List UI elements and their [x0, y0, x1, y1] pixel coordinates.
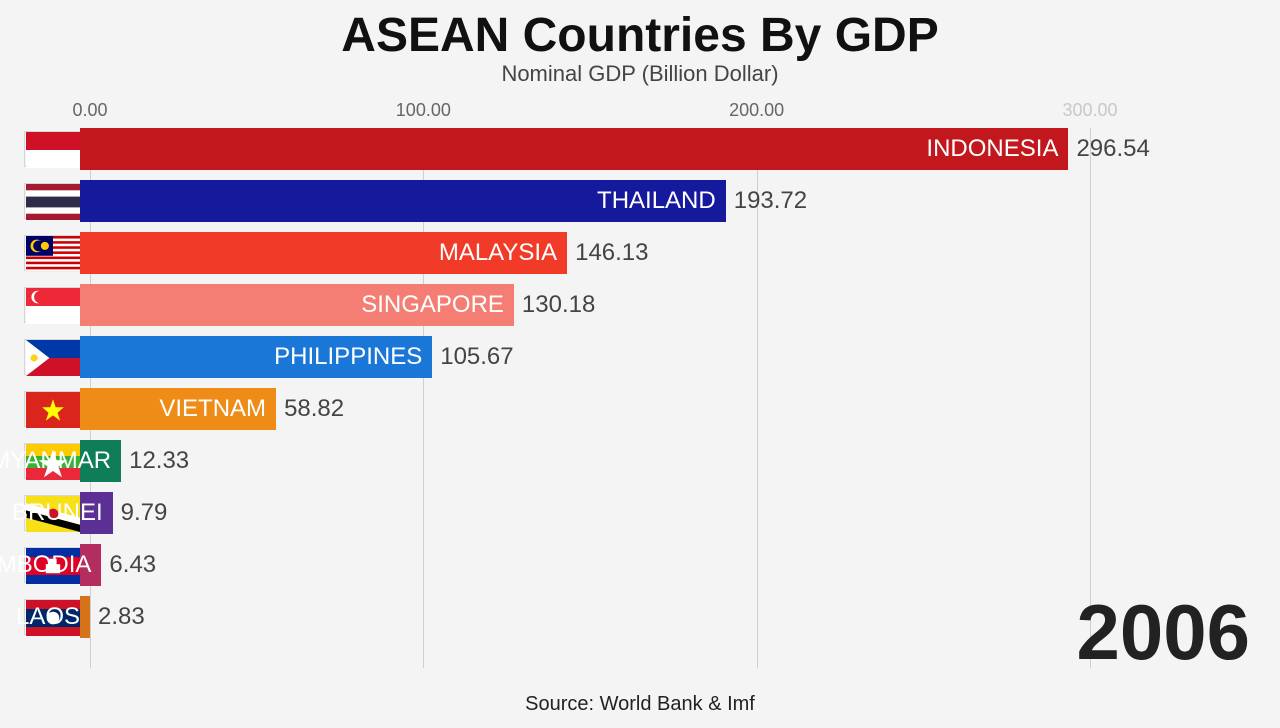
axis-tick-label: 200.00	[729, 100, 784, 121]
my-flag-icon	[24, 235, 80, 271]
th-flag-icon	[24, 183, 80, 219]
bar: BRUNEI9.79	[80, 492, 113, 534]
sg-flag-icon	[24, 287, 80, 323]
bar-row: INDONESIA296.54	[90, 128, 1068, 170]
bar-label: SINGAPORE	[361, 291, 504, 319]
bar-row: VIETNAM58.82	[90, 388, 276, 430]
bar-row: MYANMAR12.33	[90, 440, 121, 482]
bar-label: THAILAND	[597, 187, 716, 215]
bar-label: MYANMAR	[0, 447, 111, 475]
bar-value: 296.54	[1076, 135, 1149, 163]
bar-label: VIETNAM	[159, 395, 266, 423]
bar-row: PHILIPPINES105.67	[90, 336, 432, 378]
chart-title: ASEAN Countries By GDP	[0, 8, 1280, 63]
bar-value: 193.72	[734, 187, 807, 215]
axis-tick-label: 100.00	[396, 100, 451, 121]
bar-value: 130.18	[522, 291, 595, 319]
bar-value: 58.82	[284, 395, 344, 423]
bar: SINGAPORE130.18	[80, 284, 514, 326]
bar: LAOS2.83	[80, 596, 90, 638]
year-label: 2006	[1076, 587, 1250, 678]
ph-flag-icon	[24, 339, 80, 375]
bar-value: 146.13	[575, 239, 648, 267]
bar-value: 9.79	[121, 499, 168, 527]
bar-row: THAILAND193.72	[90, 180, 726, 222]
bar-value: 12.33	[129, 447, 189, 475]
chart-subtitle: Nominal GDP (Billion Dollar)	[0, 61, 1280, 87]
x-axis-labels: 0.00100.00200.00300.00	[90, 100, 1090, 124]
bar-value: 2.83	[98, 603, 145, 631]
bar-label: LAOS	[16, 603, 80, 631]
bar-row: SINGAPORE130.18	[90, 284, 514, 326]
bar-row: MALAYSIA146.13	[90, 232, 567, 274]
bar-label: MALAYSIA	[439, 239, 557, 267]
vn-flag-icon	[24, 391, 80, 427]
bar: MALAYSIA146.13	[80, 232, 567, 274]
bar-label: PHILIPPINES	[274, 343, 422, 371]
bar-row: BRUNEI9.79	[90, 492, 113, 534]
bar: INDONESIA296.54	[80, 128, 1068, 170]
bar: THAILAND193.72	[80, 180, 726, 222]
bar: CAMBODIA6.43	[80, 544, 101, 586]
bar-value: 105.67	[440, 343, 513, 371]
bar: MYANMAR12.33	[80, 440, 121, 482]
bar-label: CAMBODIA	[0, 551, 91, 579]
bar-value: 6.43	[109, 551, 156, 579]
bar-row: CAMBODIA6.43	[90, 544, 101, 586]
axis-tick-label: 300.00	[1062, 100, 1117, 121]
axis-tick-label: 0.00	[72, 100, 107, 121]
chart-area: INDONESIA296.54THAILAND193.72MALAYSIA146…	[90, 128, 1090, 668]
bar-label: BRUNEI	[12, 499, 103, 527]
id-flag-icon	[24, 131, 80, 167]
bar: VIETNAM58.82	[80, 388, 276, 430]
bar-label: INDONESIA	[926, 135, 1058, 163]
source-label: Source: World Bank & Imf	[0, 693, 1280, 716]
bar: PHILIPPINES105.67	[80, 336, 432, 378]
